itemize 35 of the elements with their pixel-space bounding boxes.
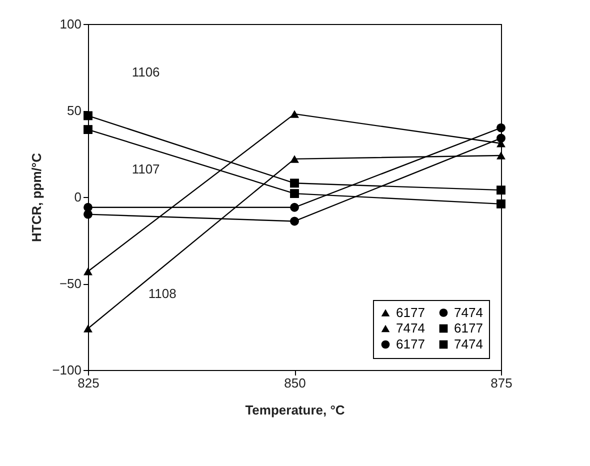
- y-tick-label: 100: [60, 16, 82, 32]
- point: [84, 210, 92, 219]
- point: [290, 178, 299, 188]
- point: [84, 125, 92, 134]
- point: [290, 202, 299, 212]
- point: [290, 189, 299, 198]
- x-tick-label: 825: [78, 376, 100, 390]
- point: [496, 186, 506, 195]
- y-tick-label: 50: [67, 103, 82, 118]
- y-tick-label: −100: [52, 362, 82, 378]
- legend-label: 7474: [454, 304, 483, 320]
- x-axis-title: Temperature, °C: [245, 402, 346, 418]
- x-tick-label: 875: [490, 376, 512, 390]
- legend-label: 6177: [396, 304, 425, 320]
- point: [84, 324, 92, 332]
- point: [290, 110, 299, 118]
- point: [84, 268, 92, 276]
- y-tick-label: 0: [74, 190, 82, 204]
- annotation: 1107: [132, 161, 160, 176]
- legend-label: 7474: [396, 320, 425, 336]
- annotation: 1108: [148, 286, 176, 301]
- point: [496, 134, 506, 143]
- point: [496, 123, 506, 132]
- point: [290, 216, 299, 226]
- point: [496, 152, 506, 160]
- y-tick-label: −50: [59, 276, 82, 291]
- point: [290, 155, 299, 163]
- legend-label: 7474: [454, 336, 483, 352]
- point: [496, 199, 506, 208]
- annotation: 1106: [132, 64, 160, 80]
- legend-label: 6177: [396, 336, 425, 352]
- legend-label: 6177: [454, 320, 483, 336]
- y-axis-title: HTCR, ppm/°C: [29, 152, 44, 242]
- point: [84, 111, 92, 120]
- x-tick-label: 850: [284, 376, 306, 390]
